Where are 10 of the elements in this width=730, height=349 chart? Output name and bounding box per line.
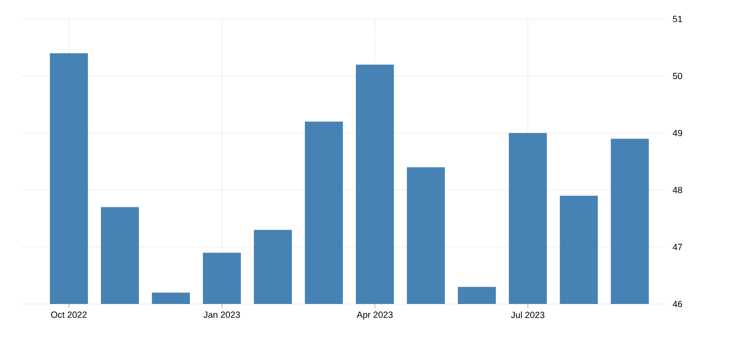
y-tick-label: 47 xyxy=(672,244,682,250)
x-tick-label: Jul 2023 xyxy=(511,312,544,318)
y-tick-label: 49 xyxy=(672,130,682,136)
x-tick-label: Apr 2023 xyxy=(356,312,393,320)
y-tick-label: 50 xyxy=(672,72,682,80)
y-tick-label: 48 xyxy=(672,186,682,194)
x-tick-label: Oct 2022 xyxy=(51,312,87,318)
x-tick-label: Jan 2023 xyxy=(204,312,240,318)
y-tick-label: 51 xyxy=(672,16,682,22)
y-tick-label: 46 xyxy=(672,300,682,308)
